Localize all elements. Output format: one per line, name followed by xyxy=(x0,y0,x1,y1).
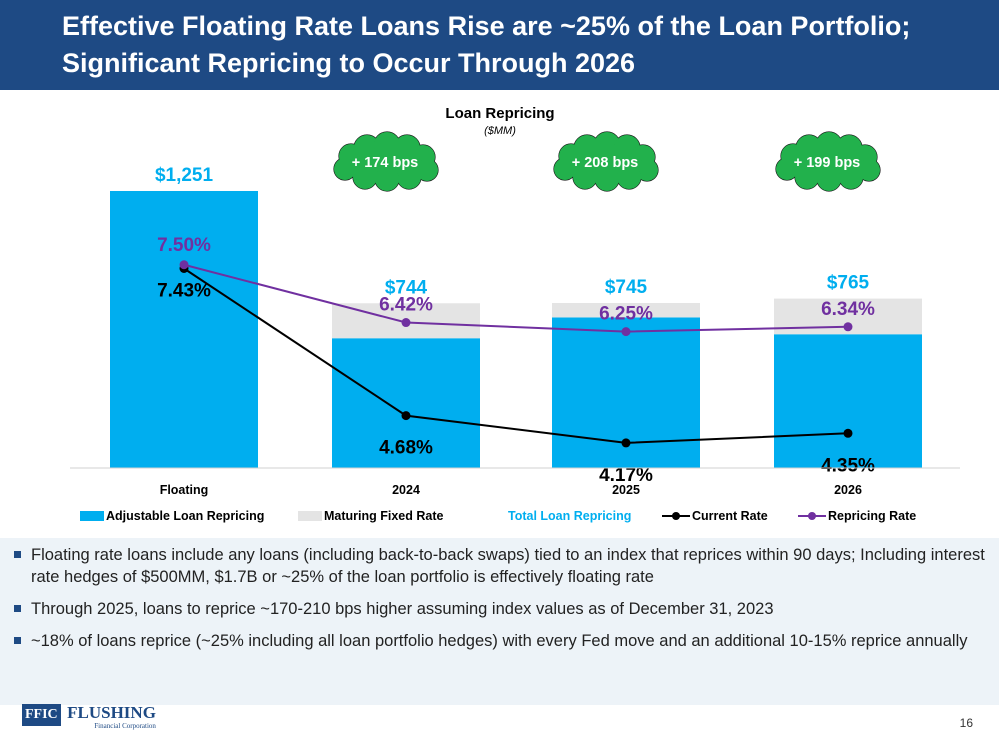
slide-title-line-2: Significant Repricing to Occur Through 2… xyxy=(62,48,636,78)
chart-subtitle: ($MM) xyxy=(484,125,516,137)
current-rate-label-2025: 4.17% xyxy=(599,465,653,486)
point-repricing-rate-2026 xyxy=(843,322,853,332)
logo-word: FLUSHING Financial Corporation xyxy=(67,703,156,731)
legend-label-current: Current Rate xyxy=(692,509,768,523)
flushing-logo: FFIC FLUSHING Financial Corporation xyxy=(22,704,156,734)
bps-annotation: + 208 bps xyxy=(572,155,639,171)
point-current-rate-2026 xyxy=(843,428,853,438)
point-current-rate-2025 xyxy=(621,438,631,448)
legend-swatch-maturing xyxy=(298,511,322,521)
legend-marker-current xyxy=(672,512,680,520)
loan-repricing-chart: Loan Repricing ($MM) $1,251 $744 $745 $765 7… xyxy=(70,105,960,523)
legend-label-repricing: Repricing Rate xyxy=(828,509,916,523)
legend-label-adjustable: Adjustable Loan Repricing xyxy=(106,509,264,523)
page-number: 16 xyxy=(959,716,973,730)
legend-label-total: Total Loan Repricing xyxy=(508,509,631,523)
x-tick-label-2024: 2024 xyxy=(392,483,420,497)
point-current-rate-2024 xyxy=(401,411,411,421)
repricing-rate-label-2024: 6.42% xyxy=(379,295,433,316)
bullet-panel: Floating rate loans include any loans (i… xyxy=(0,538,999,705)
point-repricing-rate-2025 xyxy=(621,327,631,337)
total-label-2026: $765 xyxy=(827,273,870,294)
x-tick-label-Floating: Floating xyxy=(160,483,209,497)
bps-annotation: + 174 bps xyxy=(352,155,419,171)
legend-marker-repricing xyxy=(808,512,816,520)
current-rate-label-2024: 4.68% xyxy=(379,438,433,459)
legend-swatch-adjustable xyxy=(80,511,104,521)
logo-wordmark: FLUSHING xyxy=(67,703,156,722)
cloud-callout: + 208 bps xyxy=(553,131,659,192)
cloud-callout: + 174 bps xyxy=(333,131,439,192)
bps-annotation: + 199 bps xyxy=(794,155,861,171)
point-repricing-rate-2024 xyxy=(401,318,411,328)
repricing-rate-label-Floating: 7.50% xyxy=(157,235,211,256)
bullet-text: Floating rate loans include any loans (i… xyxy=(31,546,985,586)
bar-adjustable-Floating xyxy=(110,190,258,468)
bar-adjustable-2024 xyxy=(332,338,480,468)
bar-maturing-2025 xyxy=(552,303,700,318)
title-bar: Effective Floating Rate Loans Rise are ~… xyxy=(0,0,999,90)
bullet-square-icon xyxy=(14,605,21,612)
bullet-square-icon xyxy=(14,637,21,644)
x-tick-label-2026: 2026 xyxy=(834,483,862,497)
chart-title: Loan Repricing xyxy=(445,105,554,122)
slide-title: Effective Floating Rate Loans Rise are ~… xyxy=(62,8,982,82)
logo-subtext: Financial Corporation xyxy=(94,722,156,730)
bullet-item: ~18% of loans reprice (~25% including al… xyxy=(14,630,989,652)
x-tick-label-2025: 2025 xyxy=(612,483,640,497)
bullet-item: Through 2025, loans to reprice ~170-210 … xyxy=(14,598,989,620)
bar-adjustable-2026 xyxy=(774,334,922,468)
current-rate-label-2026: 4.35% xyxy=(821,455,875,476)
current-rate-label-Floating: 7.43% xyxy=(157,280,211,301)
bullet-item: Floating rate loans include any loans (i… xyxy=(14,544,989,588)
bullet-square-icon xyxy=(14,551,21,558)
logo-box: FFIC xyxy=(22,704,61,726)
repricing-rate-label-2026: 6.34% xyxy=(821,299,875,320)
repricing-rate-label-2025: 6.25% xyxy=(599,304,653,325)
cloud-callout: + 199 bps xyxy=(775,131,881,192)
total-label-2024: $744 xyxy=(385,277,428,298)
point-repricing-rate-Floating xyxy=(179,260,189,270)
bullet-text: ~18% of loans reprice (~25% including al… xyxy=(31,632,968,650)
bullet-text: Through 2025, loans to reprice ~170-210 … xyxy=(31,600,774,618)
slide-title-line-1: Effective Floating Rate Loans Rise are ~… xyxy=(62,11,911,41)
bullet-list: Floating rate loans include any loans (i… xyxy=(0,538,999,652)
total-label-Floating: $1,251 xyxy=(155,165,214,186)
line-repricing-rate xyxy=(183,263,849,333)
legend-label-maturing: Maturing Fixed Rate xyxy=(324,509,444,523)
line-current-rate xyxy=(183,267,849,444)
total-label-2025: $745 xyxy=(605,277,648,298)
